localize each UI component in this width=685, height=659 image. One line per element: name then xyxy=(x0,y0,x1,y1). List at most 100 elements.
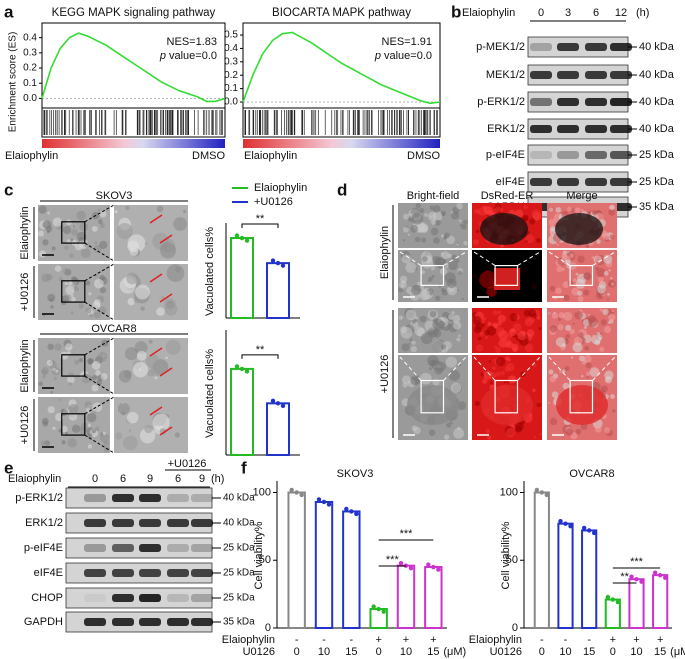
vacuole-region xyxy=(480,213,528,245)
blot-band xyxy=(610,71,632,79)
condition-label: 0 xyxy=(610,646,616,658)
zoom-line xyxy=(84,263,115,282)
zoom-box xyxy=(420,265,445,286)
blot-band xyxy=(84,594,106,602)
panel-label: d xyxy=(337,180,347,199)
micrograph-texture xyxy=(456,203,463,210)
micrograph-texture xyxy=(68,403,79,414)
replicate-dot xyxy=(280,403,286,409)
size-label: 40 kDa xyxy=(639,69,675,81)
replicate-dot xyxy=(321,499,327,505)
micrograph-texture xyxy=(427,211,437,221)
panel-label: e xyxy=(4,458,13,477)
size-label: 40 kDa xyxy=(223,493,255,504)
micrograph-texture xyxy=(557,324,564,331)
micrograph-texture xyxy=(61,440,66,445)
micrograph-texture xyxy=(557,317,562,321)
micrograph-texture xyxy=(99,306,107,315)
micrograph-texture xyxy=(508,375,517,384)
zoom-box xyxy=(494,265,519,286)
blot-band xyxy=(84,569,106,577)
significance: *** xyxy=(400,528,414,540)
micrograph-texture xyxy=(609,234,615,240)
micrograph-texture xyxy=(50,305,54,309)
micrograph-texture xyxy=(458,270,463,275)
blot-band xyxy=(167,494,189,502)
micrograph-texture xyxy=(607,292,610,296)
micrograph-texture xyxy=(441,251,450,260)
size-label: 40 kDa xyxy=(639,96,675,108)
micrograph-texture xyxy=(603,270,609,276)
micrograph-texture xyxy=(586,376,589,379)
micrograph-texture xyxy=(604,326,612,334)
micrograph-texture xyxy=(551,391,559,398)
micrograph-texture xyxy=(483,370,493,380)
micrograph-texture xyxy=(152,413,170,431)
blot-band xyxy=(530,71,552,79)
micrograph-texture xyxy=(520,270,524,274)
replicate-dot xyxy=(270,398,276,404)
replicate-dot xyxy=(280,263,286,268)
micrograph-texture xyxy=(602,308,609,316)
chart-title: OVCAR8 xyxy=(569,468,614,480)
micrograph-texture xyxy=(497,310,502,315)
micrograph-texture xyxy=(562,281,570,289)
micrograph-texture xyxy=(591,210,597,216)
condition-label: 15 xyxy=(583,646,595,658)
micrograph-texture xyxy=(473,239,480,246)
micrograph-texture xyxy=(531,284,537,290)
nes-label: NES=1.91 xyxy=(382,36,432,48)
blot-band xyxy=(139,519,161,527)
micrograph-texture xyxy=(577,255,585,263)
unit-label: (h) xyxy=(211,473,224,485)
micrograph-texture xyxy=(441,289,448,296)
micrograph-texture xyxy=(94,241,98,245)
blot-band xyxy=(139,594,161,602)
bar xyxy=(287,491,306,630)
p-value-label: p value=0.0 xyxy=(159,50,217,62)
micrograph-texture xyxy=(168,251,175,258)
arrow xyxy=(159,293,173,303)
micrograph-texture xyxy=(556,243,559,246)
micrograph-texture xyxy=(54,265,62,272)
condition-label: 10 xyxy=(630,646,642,658)
micrograph-texture xyxy=(575,278,586,289)
bar xyxy=(581,529,598,630)
lane-label: 3 xyxy=(565,7,571,19)
micrograph-texture xyxy=(73,225,76,228)
condition-label: 0 xyxy=(294,646,300,658)
micrograph-texture xyxy=(572,278,577,283)
micrograph-texture xyxy=(585,244,590,248)
micrograph-texture xyxy=(58,398,61,401)
micrograph-texture xyxy=(599,308,603,312)
micrograph-texture xyxy=(524,343,534,353)
micrograph-texture xyxy=(463,241,468,246)
micrograph-texture xyxy=(47,293,56,302)
es-curve xyxy=(242,31,441,105)
micrograph-texture xyxy=(588,317,598,328)
blot-band xyxy=(112,544,134,552)
micrograph-texture xyxy=(594,255,602,263)
blot-band xyxy=(167,618,189,626)
micrograph-texture xyxy=(477,336,482,341)
micrograph-texture xyxy=(114,210,118,214)
micrograph-texture xyxy=(547,311,551,315)
size-label: 35 kDa xyxy=(639,201,675,213)
size-label: 40 kDa xyxy=(639,123,675,135)
micrograph-texture xyxy=(68,382,73,386)
panel-label: f xyxy=(241,458,247,477)
replicate-dot xyxy=(294,490,299,495)
micrograph-texture xyxy=(50,390,53,394)
blot-band xyxy=(139,494,161,502)
micrograph-texture xyxy=(58,276,63,282)
arrow xyxy=(159,234,173,244)
micrograph-texture xyxy=(165,339,181,355)
micrograph-texture xyxy=(64,431,69,436)
treatment-label: Elaiophylin xyxy=(8,473,61,485)
micrograph-texture xyxy=(416,281,421,286)
micrograph-texture xyxy=(559,369,563,373)
unit-label: (μM) xyxy=(443,646,466,658)
zoom-line xyxy=(84,337,115,356)
replicate-dot xyxy=(234,364,240,369)
micrograph-texture xyxy=(71,296,76,302)
